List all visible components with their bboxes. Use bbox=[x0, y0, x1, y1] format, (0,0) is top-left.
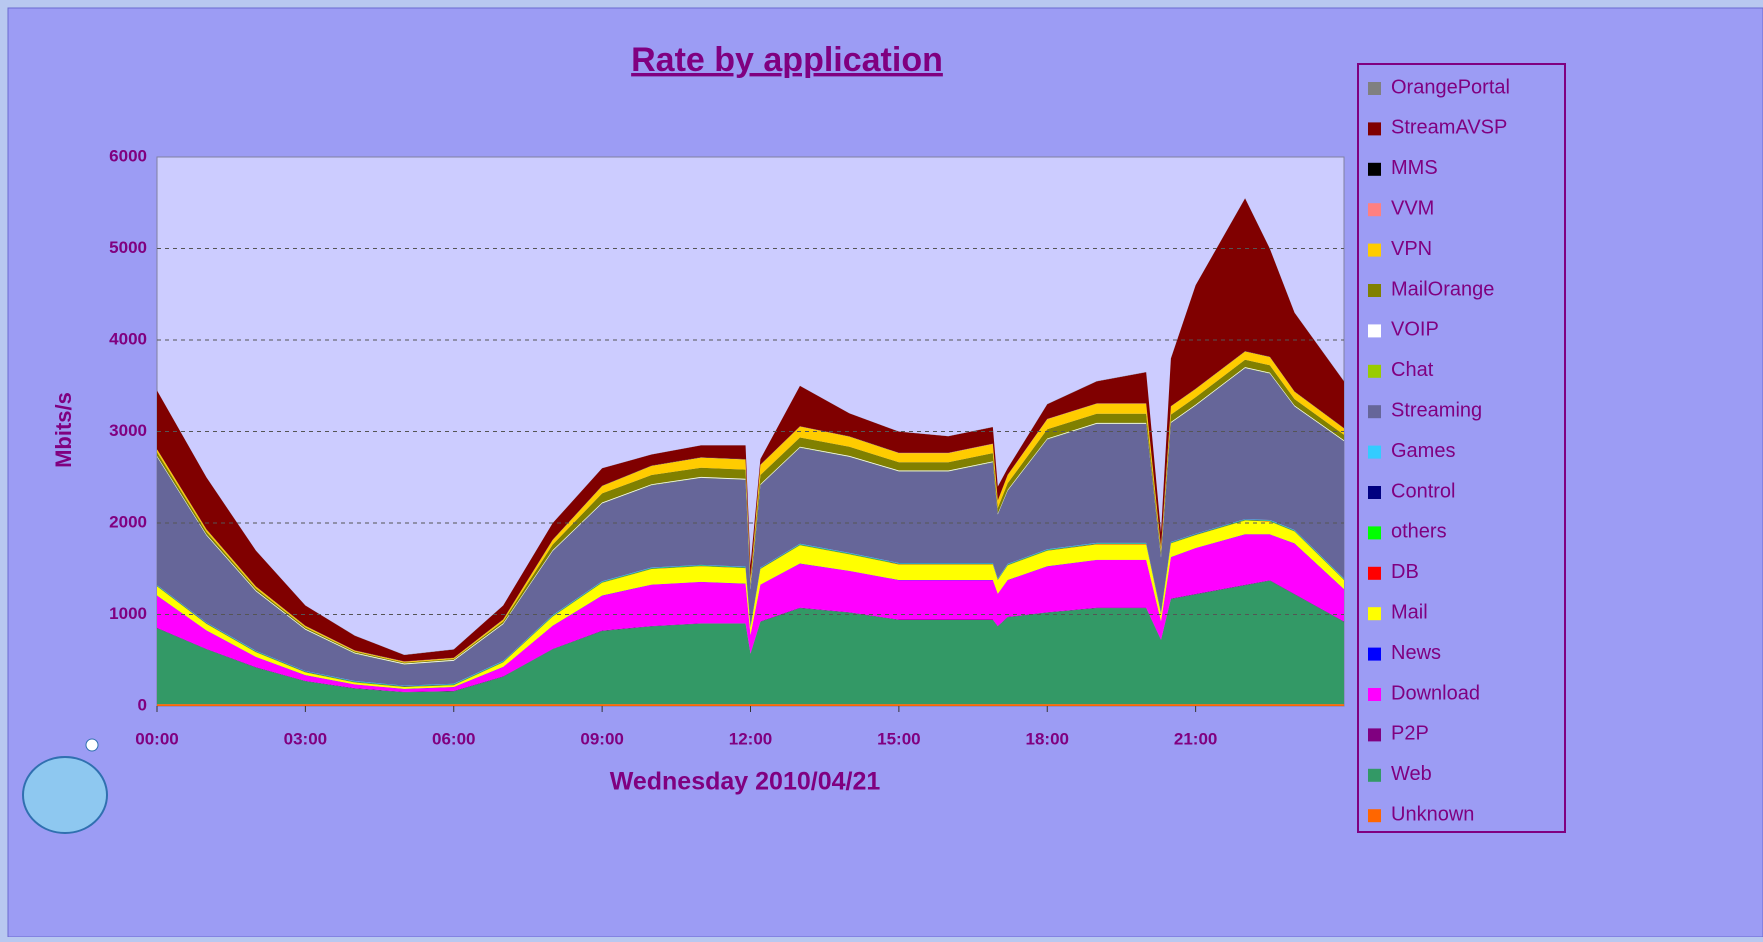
legend-label: MailOrange bbox=[1391, 278, 1494, 300]
legend-label: Control bbox=[1391, 480, 1455, 502]
legend-swatch bbox=[1368, 486, 1381, 499]
legend-label: VOIP bbox=[1391, 319, 1439, 341]
chart-title: Rate by application bbox=[631, 41, 943, 79]
legend-swatch bbox=[1368, 567, 1381, 580]
legend-swatch bbox=[1368, 203, 1381, 216]
y-tick-label: 3000 bbox=[109, 421, 147, 440]
x-tick-label: 15:00 bbox=[877, 729, 920, 748]
legend-label: Download bbox=[1391, 682, 1480, 704]
legend-swatch bbox=[1368, 122, 1381, 135]
legend-label: Mail bbox=[1391, 601, 1428, 623]
y-tick-label: 6000 bbox=[109, 146, 147, 165]
x-tick-label: 21:00 bbox=[1174, 729, 1217, 748]
legend-swatch bbox=[1368, 324, 1381, 337]
legend-swatch bbox=[1368, 163, 1381, 176]
legend-swatch bbox=[1368, 244, 1381, 257]
x-tick-label: 18:00 bbox=[1026, 729, 1069, 748]
chart: Rate by application Mbits/s Wednesday 20… bbox=[0, 0, 1763, 937]
legend-swatch bbox=[1368, 769, 1381, 782]
x-tick-label: 06:00 bbox=[432, 729, 475, 748]
y-tick-label: 1000 bbox=[109, 604, 147, 623]
legend-swatch bbox=[1368, 446, 1381, 459]
legend-label: Streaming bbox=[1391, 399, 1482, 421]
y-axis-label: Mbits/s bbox=[51, 392, 76, 468]
x-tick-label: 09:00 bbox=[580, 729, 623, 748]
legend-label: P2P bbox=[1391, 723, 1429, 745]
legend-swatch bbox=[1368, 526, 1381, 539]
legend-label: VPN bbox=[1391, 238, 1432, 260]
x-tick-label: 00:00 bbox=[135, 729, 178, 748]
legend-label: Games bbox=[1391, 440, 1455, 462]
legend-label: VVM bbox=[1391, 197, 1434, 219]
legend-label: StreamAVSP bbox=[1391, 117, 1507, 139]
legend-label: News bbox=[1391, 642, 1441, 664]
y-tick-label: 4000 bbox=[109, 329, 147, 348]
legend-swatch bbox=[1368, 284, 1381, 297]
page: Rate by application Mbits/s Wednesday 20… bbox=[0, 0, 1763, 937]
legend-swatch bbox=[1368, 365, 1381, 378]
y-tick-label: 0 bbox=[138, 695, 147, 714]
area bbox=[157, 704, 1344, 706]
legend-label: Unknown bbox=[1391, 803, 1474, 825]
legend-swatch bbox=[1368, 648, 1381, 661]
legend-label: DB bbox=[1391, 561, 1419, 583]
x-tick-label: 03:00 bbox=[284, 729, 327, 748]
legend-label: OrangePortal bbox=[1391, 76, 1510, 98]
x-axis-label: Wednesday 2010/04/21 bbox=[610, 768, 881, 796]
y-tick-label: 2000 bbox=[109, 512, 147, 531]
legend-label: Web bbox=[1391, 763, 1432, 785]
legend-label: MMS bbox=[1391, 157, 1438, 179]
legend-swatch bbox=[1368, 809, 1381, 822]
legend-swatch bbox=[1368, 82, 1381, 95]
legend-swatch bbox=[1368, 728, 1381, 741]
legend-swatch bbox=[1368, 405, 1381, 418]
legend-label: Chat bbox=[1391, 359, 1434, 381]
legend-swatch bbox=[1368, 688, 1381, 701]
y-tick-label: 5000 bbox=[109, 238, 147, 257]
x-tick-label: 12:00 bbox=[729, 729, 772, 748]
legend-swatch bbox=[1368, 607, 1381, 620]
legend-label: others bbox=[1391, 521, 1447, 543]
legend bbox=[1358, 64, 1565, 832]
